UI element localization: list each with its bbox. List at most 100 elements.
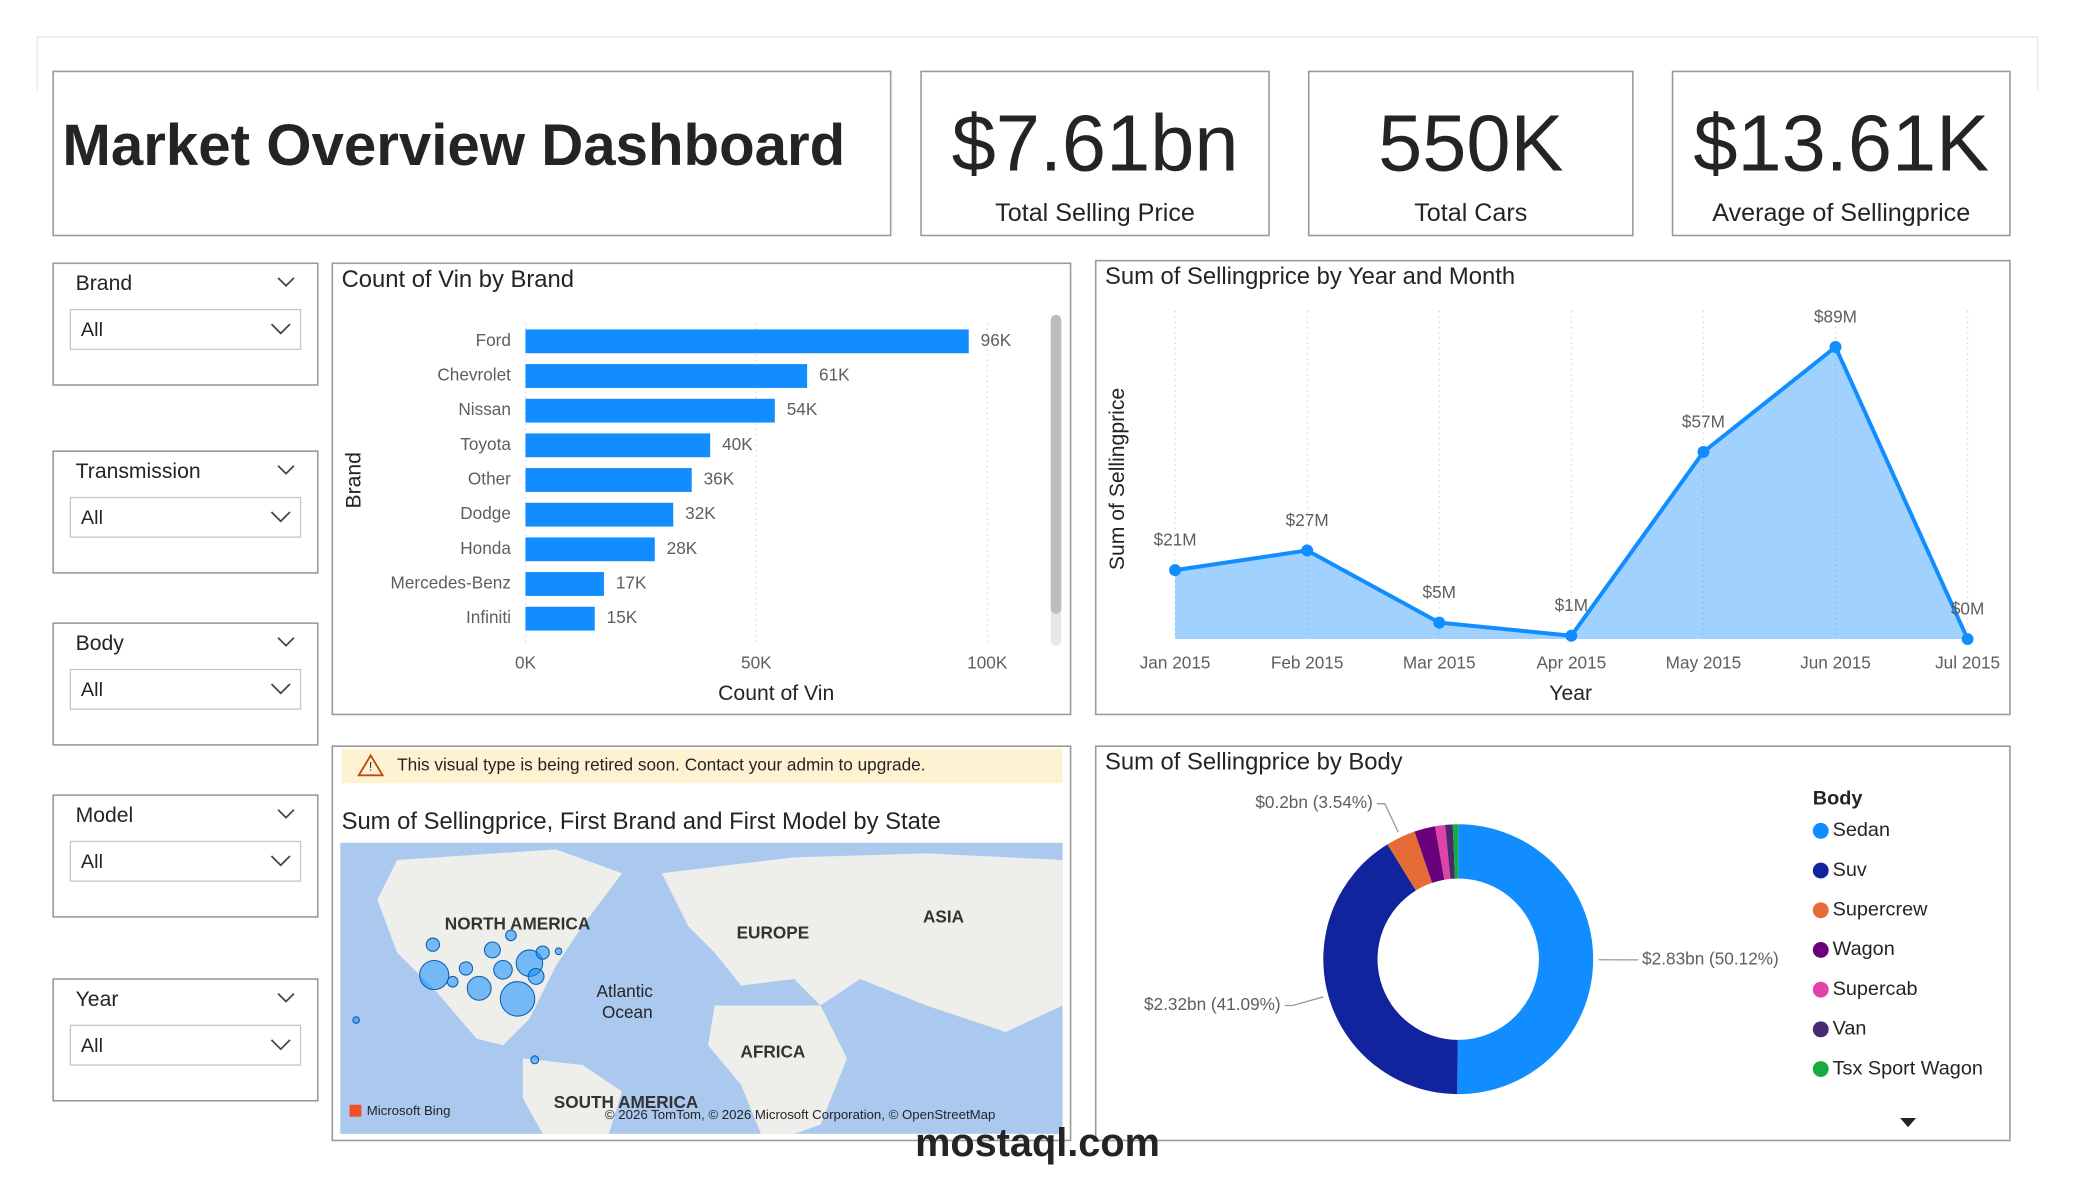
data-label: 15K <box>607 607 638 627</box>
watermark: mostaql.com <box>915 1121 1160 1165</box>
point <box>1961 633 1974 645</box>
dashboard-title: Market Overview Dashboard <box>62 113 845 178</box>
y-axis-label: Brand <box>342 452 365 508</box>
legend-swatch[interactable] <box>1812 1021 1829 1038</box>
bing-logo <box>349 1104 362 1117</box>
data-label: 32K <box>685 503 716 523</box>
legend-swatch[interactable] <box>1812 822 1829 839</box>
slicer-dropdown[interactable] <box>69 668 302 710</box>
y-tick-label: Mercedes-Benz <box>391 573 511 593</box>
slicer-chevron[interactable] <box>277 637 295 647</box>
kpi-value: $13.61K <box>1693 98 1989 187</box>
slicer-selection: All <box>81 1035 103 1057</box>
scrollbar-thumb[interactable] <box>1050 314 1062 614</box>
slicer-selection: All <box>81 679 103 701</box>
slicer-dropdown[interactable] <box>69 840 302 882</box>
slicer-chevron[interactable] <box>277 465 295 475</box>
x-tick-label: 0K <box>515 653 537 673</box>
slicer-selection: All <box>81 851 103 873</box>
map-bubble <box>466 975 492 1001</box>
legend-label[interactable]: Supercrew <box>1833 898 1928 920</box>
kpi-value: 550K <box>1378 98 1563 187</box>
y-tick-label: Ford <box>476 330 511 350</box>
slicer-dropdown[interactable] <box>69 308 302 350</box>
bar <box>525 398 775 423</box>
line-panel <box>1094 259 2011 716</box>
map-bubble <box>419 959 450 991</box>
dropdown-chevron[interactable] <box>270 1039 291 1051</box>
legend-swatch[interactable] <box>1812 981 1829 998</box>
legend-label[interactable]: Supercab <box>1833 978 1918 1000</box>
point <box>1433 616 1446 629</box>
dropdown-chevron[interactable] <box>270 683 291 695</box>
map[interactable]: NORTH AMERICA EUROPE ASIA Atlantic Ocean… <box>340 842 1063 1134</box>
slicer-dropdown[interactable] <box>69 1024 302 1066</box>
donut-slice <box>1323 844 1458 1095</box>
map-label: EUROPE <box>737 923 810 943</box>
data-label: $21M <box>1154 530 1197 550</box>
slicer-label: Brand <box>76 272 132 295</box>
map-bubble <box>458 961 474 976</box>
x-tick-label: Jun 2015 <box>1800 653 1871 673</box>
slicer-chevron[interactable] <box>277 809 295 819</box>
slicer-chevron[interactable] <box>277 992 295 1003</box>
legend-swatch[interactable] <box>1812 902 1829 919</box>
legend-title: Body <box>1813 787 1863 809</box>
data-label: 54K <box>787 399 818 419</box>
slicer-label: Model <box>76 804 134 827</box>
y-tick-label: Nissan <box>458 399 511 419</box>
kpi-label: Total Cars <box>1414 199 1527 227</box>
legend-swatch[interactable] <box>1812 862 1829 879</box>
leader-line <box>1376 803 1399 833</box>
slicer-chevron[interactable] <box>277 277 295 287</box>
legend-swatch[interactable] <box>1812 1061 1829 1077</box>
map-bubble <box>483 941 501 959</box>
bar <box>525 572 604 596</box>
x-tick-label: Apr 2015 <box>1536 653 1606 673</box>
legend-label[interactable]: Sedan <box>1833 819 1890 841</box>
data-label: 40K <box>722 434 753 454</box>
slicer-selection: All <box>81 319 103 341</box>
donut-slice <box>1387 831 1433 891</box>
land <box>661 853 1063 1032</box>
x-tick-label: 50K <box>741 653 772 673</box>
point <box>1301 544 1314 557</box>
kpi-card <box>1307 70 1634 237</box>
legend-label[interactable]: Tsx Sport Wagon <box>1833 1057 1983 1079</box>
kpi-label: Average of Sellingprice <box>1712 199 1970 227</box>
map-logo: Microsoft Bing <box>367 1103 451 1118</box>
chart-title: Sum of Sellingprice by Body <box>1105 749 1403 776</box>
y-tick-label: Other <box>468 469 511 489</box>
donut-slice <box>1445 824 1455 879</box>
kpi-card <box>920 70 1270 237</box>
map-attribution: © 2026 TomTom, © 2026 Microsoft Corporat… <box>605 1107 995 1122</box>
legend-label[interactable]: Wagon <box>1833 938 1895 960</box>
map-bubble <box>505 929 517 942</box>
map-label: Atlantic <box>597 981 654 1001</box>
title-card <box>52 70 892 237</box>
legend-label[interactable]: Van <box>1833 1018 1867 1040</box>
map-label: NORTH AMERICA <box>445 913 590 933</box>
data-label: $2.32bn (41.09%) <box>1144 994 1281 1014</box>
dropdown-chevron[interactable] <box>270 323 291 335</box>
map-bubble <box>352 1016 360 1024</box>
legend-label[interactable]: Suv <box>1833 859 1867 881</box>
data-label: $5M <box>1423 582 1456 602</box>
dropdown-chevron[interactable] <box>270 855 291 867</box>
dropdown-chevron[interactable] <box>270 511 291 523</box>
bar <box>525 468 692 492</box>
legend-scroll-arrow[interactable] <box>1900 1117 1917 1128</box>
slicer-dropdown[interactable] <box>69 496 302 538</box>
warning-text: This visual type is being retired soon. … <box>397 755 925 775</box>
legend-swatch[interactable] <box>1812 942 1829 958</box>
point <box>1565 629 1578 642</box>
y-axis-label: Sum of Sellingprice <box>1106 388 1129 570</box>
map-label: Ocean <box>602 1002 653 1022</box>
bar <box>525 329 969 354</box>
page-frame <box>36 36 2039 90</box>
data-label: $0.2bn (3.54%) <box>1255 792 1373 812</box>
x-tick-label: Jan 2015 <box>1140 653 1211 673</box>
land <box>708 1005 847 1134</box>
x-tick-label: Jul 2015 <box>1935 653 2000 673</box>
